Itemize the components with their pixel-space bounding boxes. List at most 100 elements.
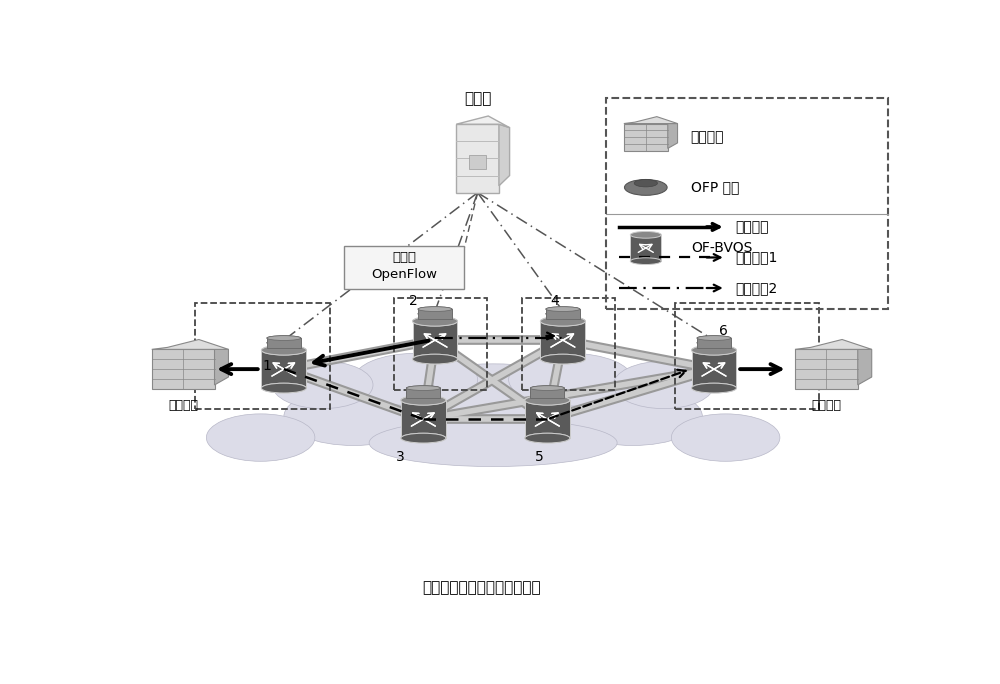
Ellipse shape (525, 433, 570, 443)
Text: 工作路径: 工作路径 (735, 220, 768, 234)
Polygon shape (668, 124, 678, 148)
FancyBboxPatch shape (469, 155, 486, 169)
FancyBboxPatch shape (530, 388, 564, 397)
Ellipse shape (261, 383, 306, 393)
Ellipse shape (692, 345, 736, 355)
FancyBboxPatch shape (540, 321, 585, 359)
Ellipse shape (418, 311, 452, 316)
FancyBboxPatch shape (418, 309, 452, 319)
Ellipse shape (525, 395, 570, 405)
Text: 4: 4 (551, 293, 560, 308)
Ellipse shape (401, 433, 446, 443)
Ellipse shape (418, 306, 452, 311)
Ellipse shape (401, 433, 446, 443)
Ellipse shape (413, 354, 457, 364)
Ellipse shape (697, 341, 731, 345)
Ellipse shape (530, 391, 564, 395)
Ellipse shape (540, 316, 585, 326)
Ellipse shape (369, 419, 617, 466)
Ellipse shape (692, 383, 736, 393)
Ellipse shape (413, 316, 457, 326)
FancyBboxPatch shape (546, 309, 580, 319)
Text: 3: 3 (396, 450, 404, 464)
Ellipse shape (413, 316, 457, 326)
Ellipse shape (634, 179, 657, 187)
Ellipse shape (401, 395, 446, 405)
Text: 恢复路径1: 恢复路径1 (735, 250, 777, 265)
Ellipse shape (546, 306, 580, 311)
Ellipse shape (267, 341, 301, 345)
Ellipse shape (540, 316, 585, 326)
FancyBboxPatch shape (525, 400, 570, 438)
FancyBboxPatch shape (697, 338, 731, 347)
Ellipse shape (697, 341, 731, 345)
FancyBboxPatch shape (413, 321, 457, 359)
Ellipse shape (267, 336, 301, 341)
Ellipse shape (525, 433, 570, 443)
Ellipse shape (540, 354, 585, 364)
FancyBboxPatch shape (630, 235, 661, 261)
Ellipse shape (546, 306, 580, 311)
Ellipse shape (525, 395, 570, 405)
Ellipse shape (546, 311, 580, 316)
FancyBboxPatch shape (267, 338, 301, 347)
FancyBboxPatch shape (795, 350, 858, 389)
Ellipse shape (406, 391, 440, 395)
Ellipse shape (540, 354, 585, 364)
Ellipse shape (624, 179, 667, 196)
Text: OF-BVOS: OF-BVOS (691, 241, 752, 255)
FancyBboxPatch shape (152, 350, 215, 389)
Ellipse shape (613, 361, 714, 408)
Polygon shape (795, 339, 872, 350)
Ellipse shape (509, 354, 633, 406)
Text: 数据中心: 数据中心 (811, 399, 841, 412)
Ellipse shape (530, 391, 564, 395)
FancyBboxPatch shape (546, 309, 580, 319)
Ellipse shape (692, 383, 736, 393)
Ellipse shape (272, 361, 373, 408)
FancyBboxPatch shape (624, 124, 668, 151)
FancyBboxPatch shape (413, 321, 457, 359)
FancyBboxPatch shape (344, 246, 464, 289)
Text: 5: 5 (535, 450, 544, 464)
FancyBboxPatch shape (406, 388, 440, 397)
FancyBboxPatch shape (406, 388, 440, 397)
Ellipse shape (401, 395, 446, 405)
Ellipse shape (692, 345, 736, 355)
Text: 2: 2 (409, 293, 418, 308)
FancyBboxPatch shape (692, 350, 736, 388)
Ellipse shape (630, 258, 661, 265)
FancyBboxPatch shape (261, 350, 306, 388)
Polygon shape (499, 124, 510, 186)
FancyBboxPatch shape (530, 388, 564, 397)
Ellipse shape (418, 306, 452, 311)
Ellipse shape (406, 386, 440, 391)
Text: 数据中心: 数据中心 (168, 399, 198, 412)
Ellipse shape (671, 414, 780, 461)
Ellipse shape (354, 354, 478, 406)
Ellipse shape (530, 386, 564, 391)
Text: 数据中心: 数据中心 (691, 131, 724, 144)
Text: 扩展的
OpenFlow: 扩展的 OpenFlow (371, 252, 437, 281)
Text: 控制器: 控制器 (464, 91, 491, 106)
Polygon shape (858, 350, 872, 385)
FancyBboxPatch shape (540, 321, 585, 359)
Ellipse shape (406, 391, 440, 395)
Text: 软件定义数据中心弹性光网络: 软件定义数据中心弹性光网络 (422, 581, 541, 596)
FancyBboxPatch shape (456, 124, 499, 193)
Ellipse shape (413, 354, 457, 364)
Ellipse shape (563, 388, 702, 445)
Ellipse shape (267, 336, 301, 341)
FancyBboxPatch shape (418, 309, 452, 319)
Polygon shape (215, 350, 228, 385)
Ellipse shape (385, 364, 602, 438)
Text: 1: 1 (262, 360, 271, 373)
FancyBboxPatch shape (261, 350, 306, 388)
Text: 恢复路径2: 恢复路径2 (735, 281, 777, 295)
Ellipse shape (546, 311, 580, 316)
Ellipse shape (630, 231, 661, 238)
Ellipse shape (530, 386, 564, 391)
Ellipse shape (261, 383, 306, 393)
FancyBboxPatch shape (267, 338, 301, 347)
Polygon shape (152, 339, 228, 350)
